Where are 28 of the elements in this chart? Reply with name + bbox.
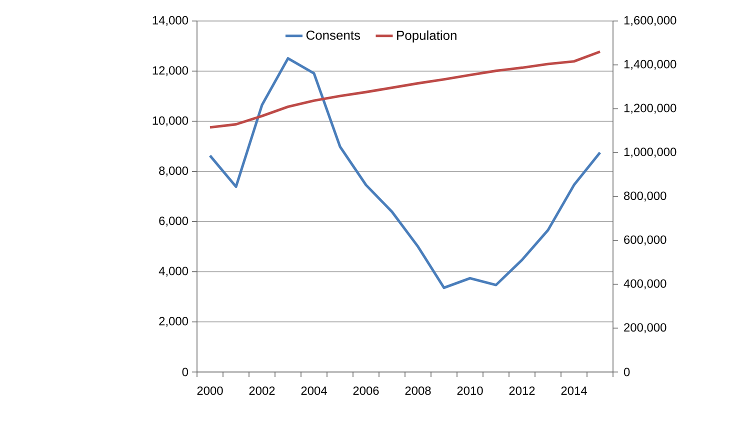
y2-tick-label: 600,000 [624, 235, 666, 246]
y2-tick-label: 1,600,000 [624, 16, 676, 26]
legend-label: Consents [306, 30, 360, 40]
y2-tick-label: 200,000 [624, 323, 666, 334]
y2-tick-label: 1,200,000 [624, 104, 676, 114]
y-tick-label: 10,000 [152, 116, 188, 126]
y-tick-label: 12,000 [152, 66, 188, 76]
y-tick-label: 14,000 [152, 16, 188, 26]
x-tick-label: 2004 [301, 386, 327, 395]
y-tick-label: 6,000 [159, 216, 188, 227]
line-series [208, 57, 602, 290]
x-tick-label: 2002 [249, 386, 275, 395]
y-tick-label: 8,000 [159, 166, 188, 176]
x-tick-label: 2012 [509, 386, 535, 395]
y2-tick-label: 1,000,000 [624, 148, 676, 158]
y-tick-label: 2,000 [159, 316, 188, 327]
y-tick-label: 0 [182, 368, 188, 376]
y2-tick-label: 0 [624, 368, 630, 376]
y2-tick-label: 800,000 [624, 192, 666, 202]
y2-tick-label: 400,000 [624, 279, 666, 290]
x-tick-label: 2010 [457, 386, 483, 395]
y2-tick-label: 1,400,000 [624, 60, 676, 70]
y-tick-label: 4,000 [158, 266, 188, 277]
legend-label: Population [397, 30, 456, 43]
x-tick-label: 2006 [353, 386, 379, 395]
x-tick-label: 2000 [197, 386, 223, 395]
x-tick-label: 2008 [405, 386, 431, 395]
x-tick-label: 2014 [561, 386, 587, 395]
